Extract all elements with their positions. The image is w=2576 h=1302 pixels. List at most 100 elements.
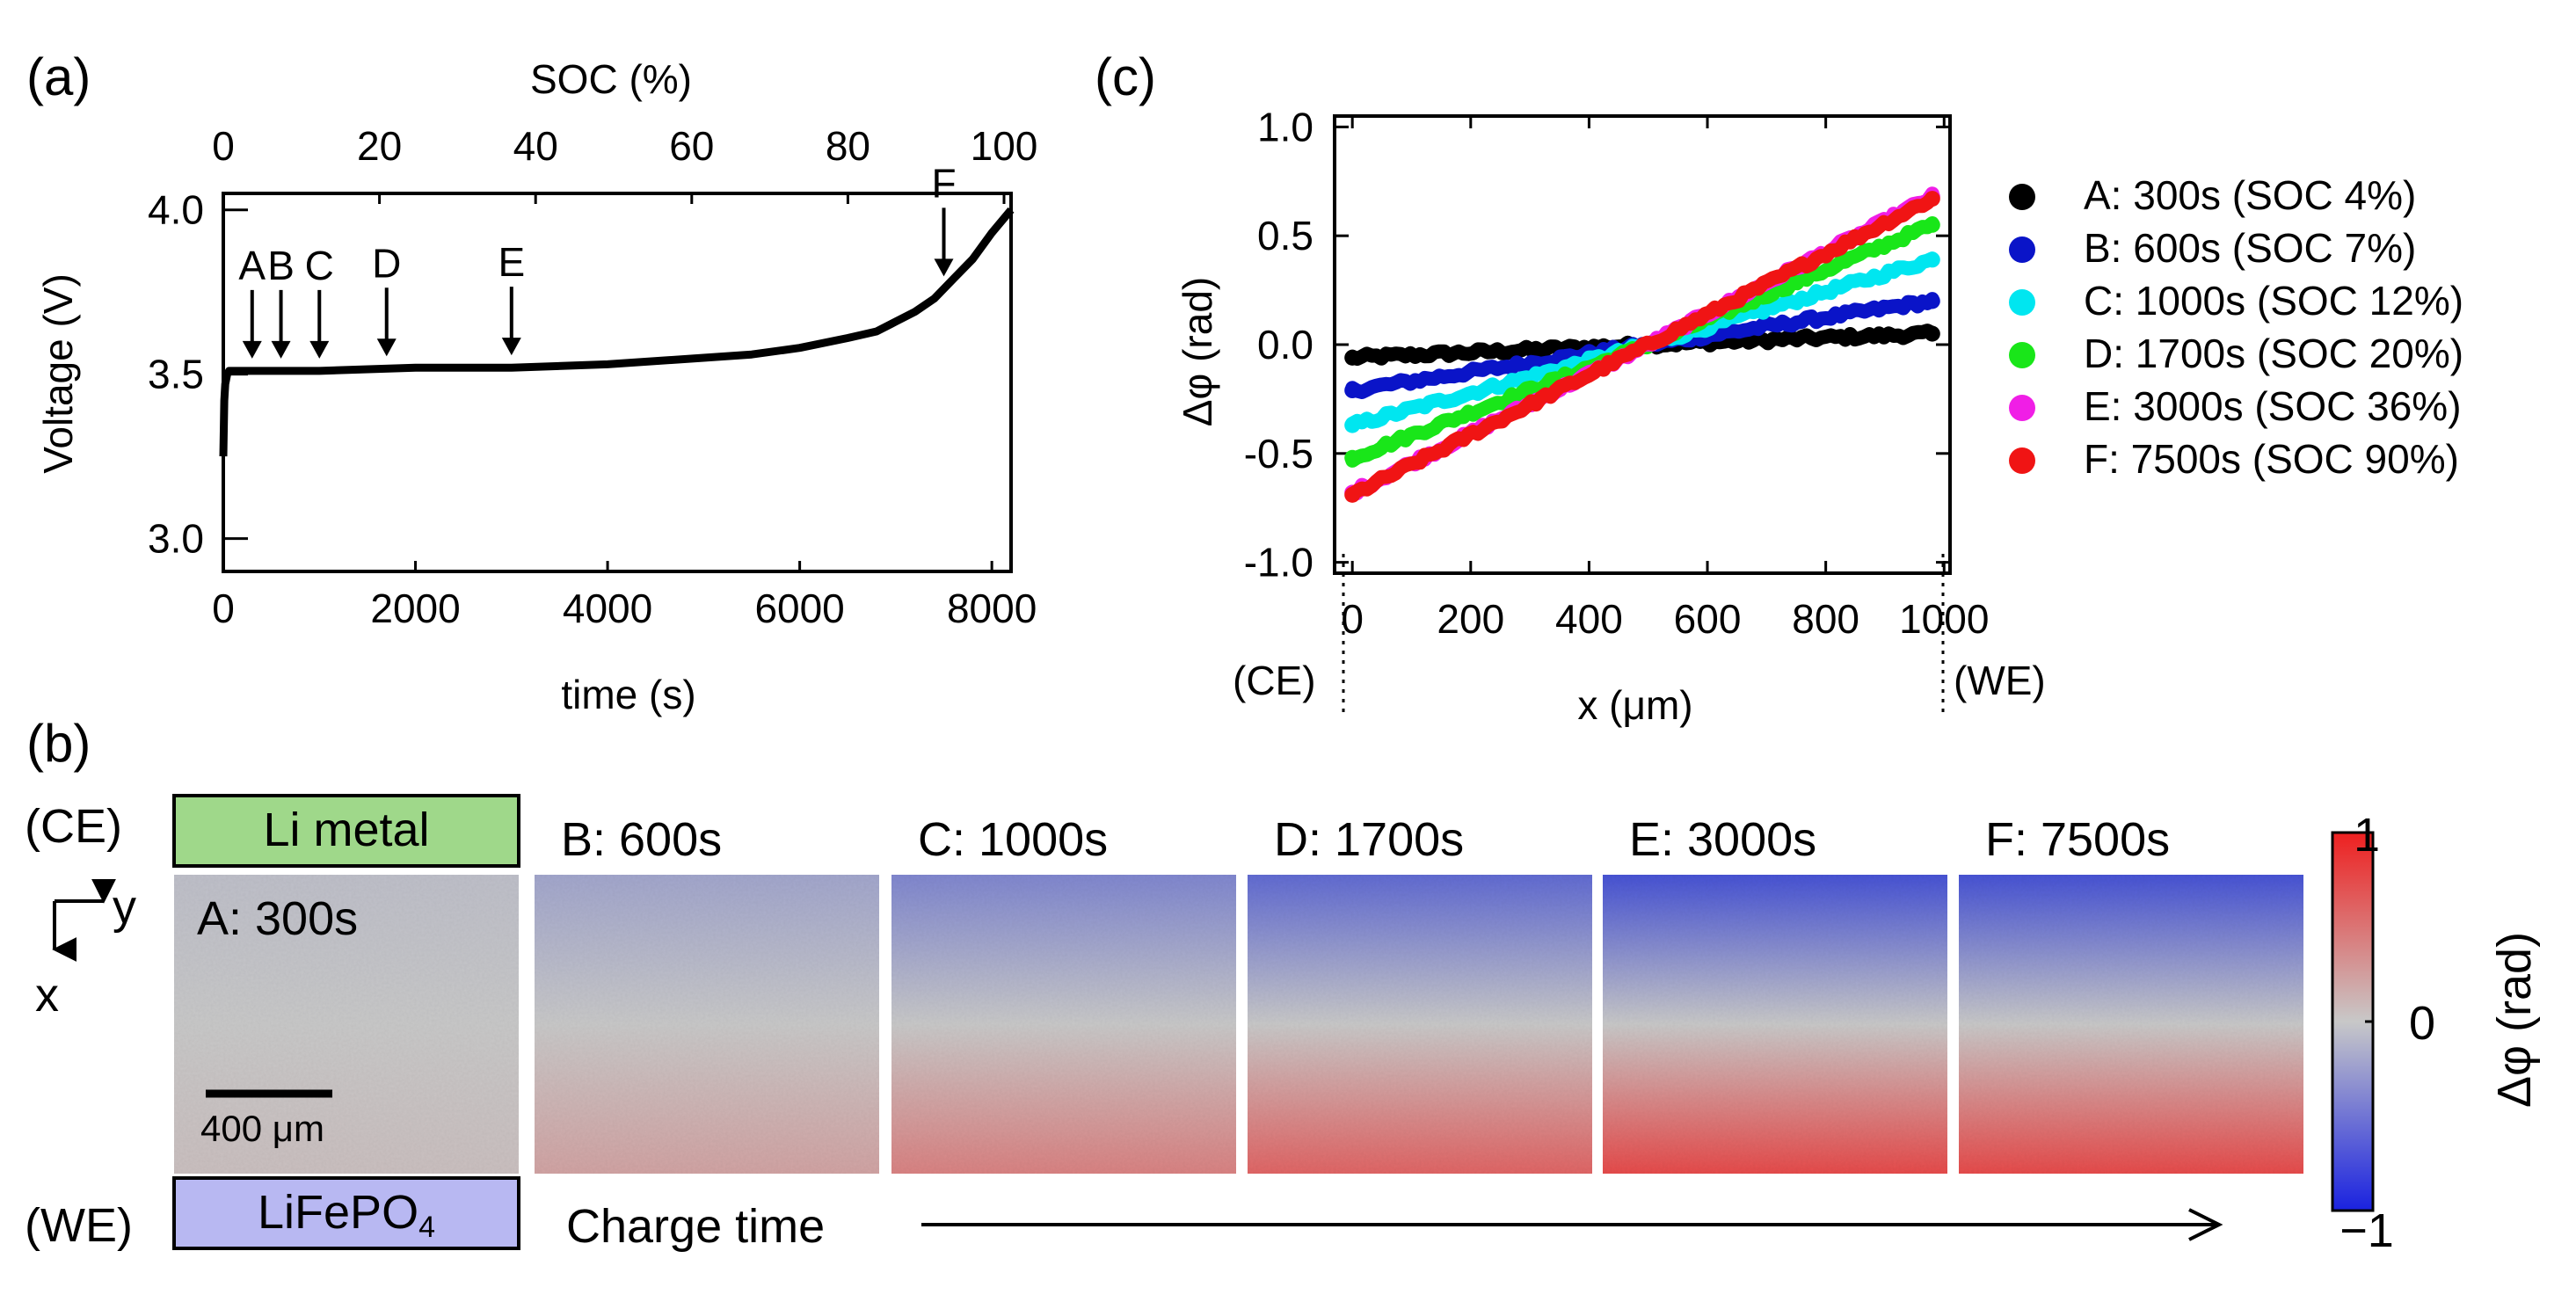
c-legend-marker (2009, 342, 2035, 368)
a-annotation-label: B (267, 243, 295, 288)
c-series-point (1924, 216, 1940, 233)
c-legend-marker (2009, 289, 2035, 316)
c-ytick-label: 0.5 (1257, 213, 1313, 258)
heatmap-frame-label: F: 7500s (1985, 813, 2170, 866)
c-ytick-label: -1.0 (1244, 540, 1313, 586)
a-annotation-arrowhead (309, 340, 330, 359)
a-xtick-label: 6000 (754, 586, 844, 631)
a-xtick-label: 0 (212, 586, 235, 631)
a-annotation-arrowhead (271, 340, 291, 359)
axis-y-label: y (113, 881, 136, 934)
a-xtick-label: 2000 (370, 586, 460, 631)
c-series-point (1344, 449, 1361, 466)
a-xtick-label: 8000 (947, 586, 1037, 631)
lifepo4-label: LiFePO4 (258, 1186, 435, 1244)
b-frames: A: 300s B: 600s C: 1000s D: 1700s E: 3000s F:… (174, 813, 2303, 1174)
panel-label-b: (b) (26, 714, 91, 773)
heatmap-frame (174, 875, 519, 1174)
a-annotation-label: E (498, 239, 525, 285)
a-y-axis-title: Voltage (V) (35, 273, 81, 474)
heatmap-frame (535, 875, 879, 1174)
c-series (1344, 186, 1940, 503)
heatmap-frame (1603, 875, 1947, 1174)
a-series-line (219, 207, 1015, 457)
a-top-tick-label: 0 (212, 123, 235, 169)
a-ytick-label: 3.5 (148, 352, 204, 397)
heatmap-frame (1248, 875, 1592, 1174)
c-xtick-label: 400 (1555, 596, 1623, 642)
c-series-5 (1344, 191, 1940, 503)
a-x-axis-title: time (s) (561, 672, 695, 717)
a-annotation-arrowhead (376, 338, 397, 357)
panel-label-c: (c) (1095, 47, 1156, 106)
xy-axis-glyph: y x (35, 878, 136, 1022)
c-series-point (1924, 251, 1940, 268)
heatmap-frame (1959, 875, 2303, 1174)
c-legend-marker (2009, 447, 2035, 474)
a-annotation-label: A (238, 243, 266, 288)
heatmap-frame (891, 875, 1236, 1174)
scale-bar-label: 400 μm (200, 1108, 324, 1149)
a-top-ticks: 0 20 40 60 80 100 (212, 123, 1037, 204)
heatmap-frame-label: A: 300s (197, 892, 358, 945)
a-annotation-label: F (931, 160, 956, 206)
a-ytick-label: 3.0 (148, 516, 204, 562)
c-legend-entry: B: 600s (SOC 7%) (2084, 225, 2416, 271)
li-metal-label: Li metal (263, 804, 429, 856)
c-series-line (1345, 191, 1939, 501)
a-annotation-arrowhead (242, 340, 262, 359)
li-metal-box (172, 794, 520, 868)
heatmap-frame-label: E: 3000s (1629, 813, 1816, 866)
c-series-point (1924, 325, 1940, 342)
c-xtick-label: 600 (1674, 596, 1742, 642)
c-y-ticks: 1.0 0.5 0.0 -0.5 -1.0 (1244, 104, 1950, 586)
c-xtick-label: 200 (1437, 596, 1504, 642)
c-ytick-label: 1.0 (1257, 104, 1313, 149)
charge-time-label: Charge time (566, 1200, 825, 1253)
c-xtick-label: 0 (1341, 596, 1364, 642)
heatmap-frame-label: B: 600s (561, 813, 722, 866)
c-ce-label: (CE) (1233, 658, 1316, 703)
c-legend-entry: C: 1000s (SOC 12%) (2084, 278, 2463, 324)
c-series-point (1344, 486, 1361, 503)
a-annotation-label: C (305, 243, 334, 288)
panel-label-a: (a) (26, 47, 91, 106)
c-series-point (1924, 191, 1940, 207)
panel-a: (a) SOC (%) 0 20 40 60 80 100 0 2000 4000 6000 80… (26, 47, 1037, 717)
a-xtick-label: 4000 (563, 586, 652, 631)
a-annotation-label: D (372, 240, 401, 286)
a-annotation-arrowhead (934, 258, 954, 277)
a-top-tick-label: 100 (971, 123, 1038, 169)
a-annotations: A B C D E F (238, 160, 957, 359)
c-legend-entry: D: 1700s (SOC 20%) (2084, 331, 2463, 376)
c-series-point (1924, 293, 1940, 309)
c-legend-entry: F: 7500s (SOC 90%) (2084, 436, 2459, 482)
a-ytick-label: 4.0 (148, 187, 204, 233)
panel-c: (c) 0 200 400 600 800 1000 1.00.50.0-0.5-1.0 … (1095, 47, 2463, 728)
a-annotation-arrowhead (501, 338, 521, 356)
axis-x-label: x (35, 969, 59, 1022)
a-top-tick-label: 20 (357, 123, 402, 169)
a-top-tick-label: 60 (669, 123, 714, 169)
c-legend-marker (2009, 236, 2035, 263)
colorbar-max: 1 (2354, 809, 2380, 862)
a-top-tick-label: 40 (513, 123, 558, 169)
c-legend-entry: A: 300s (SOC 4%) (2084, 172, 2416, 218)
colorbar-title: Δφ (rad) (2488, 932, 2541, 1108)
a-top-tick-label: 80 (826, 123, 870, 169)
c-xtick-label: 800 (1792, 596, 1859, 642)
c-x-axis-title: x (μm) (1577, 682, 1692, 728)
c-ytick-label: -0.5 (1244, 431, 1313, 476)
c-y-axis-title: Δφ (rad) (1175, 277, 1220, 426)
colorbar-mid: 0 (2409, 997, 2435, 1050)
c-series-point (1344, 382, 1361, 398)
heatmap-frame-label: D: 1700s (1274, 813, 1464, 866)
c-legend-entry: E: 3000s (SOC 36%) (2084, 383, 2462, 429)
c-ytick-label: 0.0 (1257, 322, 1313, 367)
c-we-label: (WE) (1954, 658, 2046, 703)
c-legend-marker (2009, 395, 2035, 421)
panel-b: (b) (CE) Li metal (WE) LiFePO4 y x A: 30… (25, 714, 2541, 1257)
charge-time-arrowhead (2188, 1208, 2223, 1241)
b-ce-label: (CE) (25, 800, 122, 853)
